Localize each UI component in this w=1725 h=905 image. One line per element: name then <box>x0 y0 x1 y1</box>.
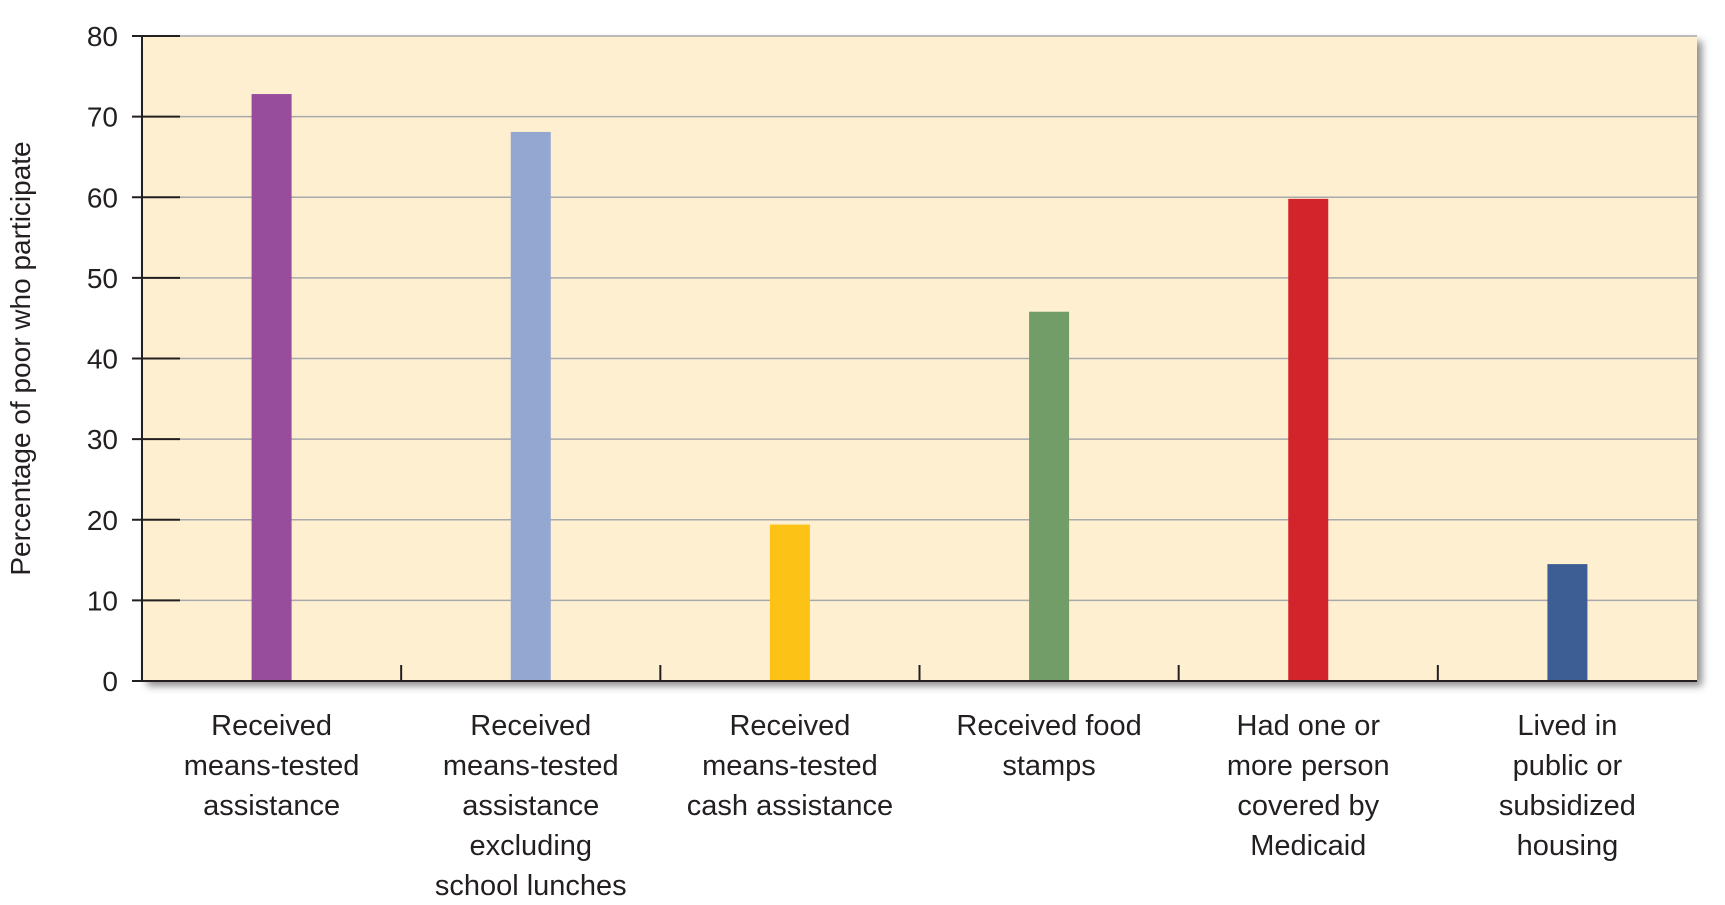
category-label-line: subsidized <box>1499 790 1636 822</box>
y-tick-label: 60 <box>87 182 118 213</box>
category-label-line: Lived in <box>1517 710 1617 742</box>
category-label-line: cash assistance <box>687 790 893 822</box>
category-label-line: covered by <box>1237 790 1379 822</box>
y-axis-title: Percentage of poor who participate <box>5 141 36 575</box>
category-label-line: assistance <box>203 790 340 822</box>
bar <box>1029 311 1070 681</box>
category-label: Received food stamps <box>956 710 1141 782</box>
y-tick-label: 0 <box>102 666 118 697</box>
category-label-line: public or <box>1513 750 1623 782</box>
bar <box>1547 564 1588 681</box>
category-label-line: Received <box>729 710 850 742</box>
y-axis-ticks: 0 10 20 30 40 50 60 70 80 <box>87 21 180 697</box>
bars <box>251 94 1588 682</box>
category-label-line: assistance <box>462 790 599 822</box>
y-tick-label: 70 <box>87 102 118 133</box>
category-label-line: Had one or <box>1237 710 1381 742</box>
category-label-line: Medicaid <box>1250 830 1366 862</box>
category-label-line: means-tested <box>443 750 619 782</box>
gridlines <box>142 35 1697 602</box>
bar <box>251 94 292 682</box>
category-label-line: more person <box>1227 750 1390 782</box>
y-tick-label: 80 <box>87 21 118 52</box>
category-label-line: stamps <box>1002 750 1095 782</box>
category-label: Had one or more person covered by Medicaid <box>1227 710 1390 862</box>
category-label: Received means-tested assistance excluding s… <box>435 710 627 900</box>
bar <box>510 131 551 682</box>
y-tick-label: 50 <box>87 263 118 294</box>
category-label: Received means-tested assistance <box>184 710 360 822</box>
category-label-line: excluding <box>469 830 592 862</box>
bar <box>769 524 810 681</box>
x-axis-ticks <box>400 665 1439 681</box>
category-label-line: school lunches <box>435 870 627 900</box>
category-label-line: Received <box>211 710 332 742</box>
y-tick-label: 10 <box>87 585 118 616</box>
category-label-line: Received <box>470 710 591 742</box>
category-label-line: means-tested <box>702 750 878 782</box>
category-label-line: housing <box>1517 830 1619 862</box>
category-label: Lived in public or subsidized housing <box>1499 710 1636 862</box>
y-tick-label: 30 <box>87 424 118 455</box>
y-tick-label: 20 <box>87 505 118 536</box>
bar <box>1288 198 1329 682</box>
category-label-line: Received food <box>956 710 1141 742</box>
y-tick-label: 40 <box>87 344 118 375</box>
category-label-line: means-tested <box>184 750 360 782</box>
category-label: Received means-tested cash assistance <box>687 710 893 822</box>
category-labels: Received means-tested assistance Received me… <box>184 710 1636 902</box>
